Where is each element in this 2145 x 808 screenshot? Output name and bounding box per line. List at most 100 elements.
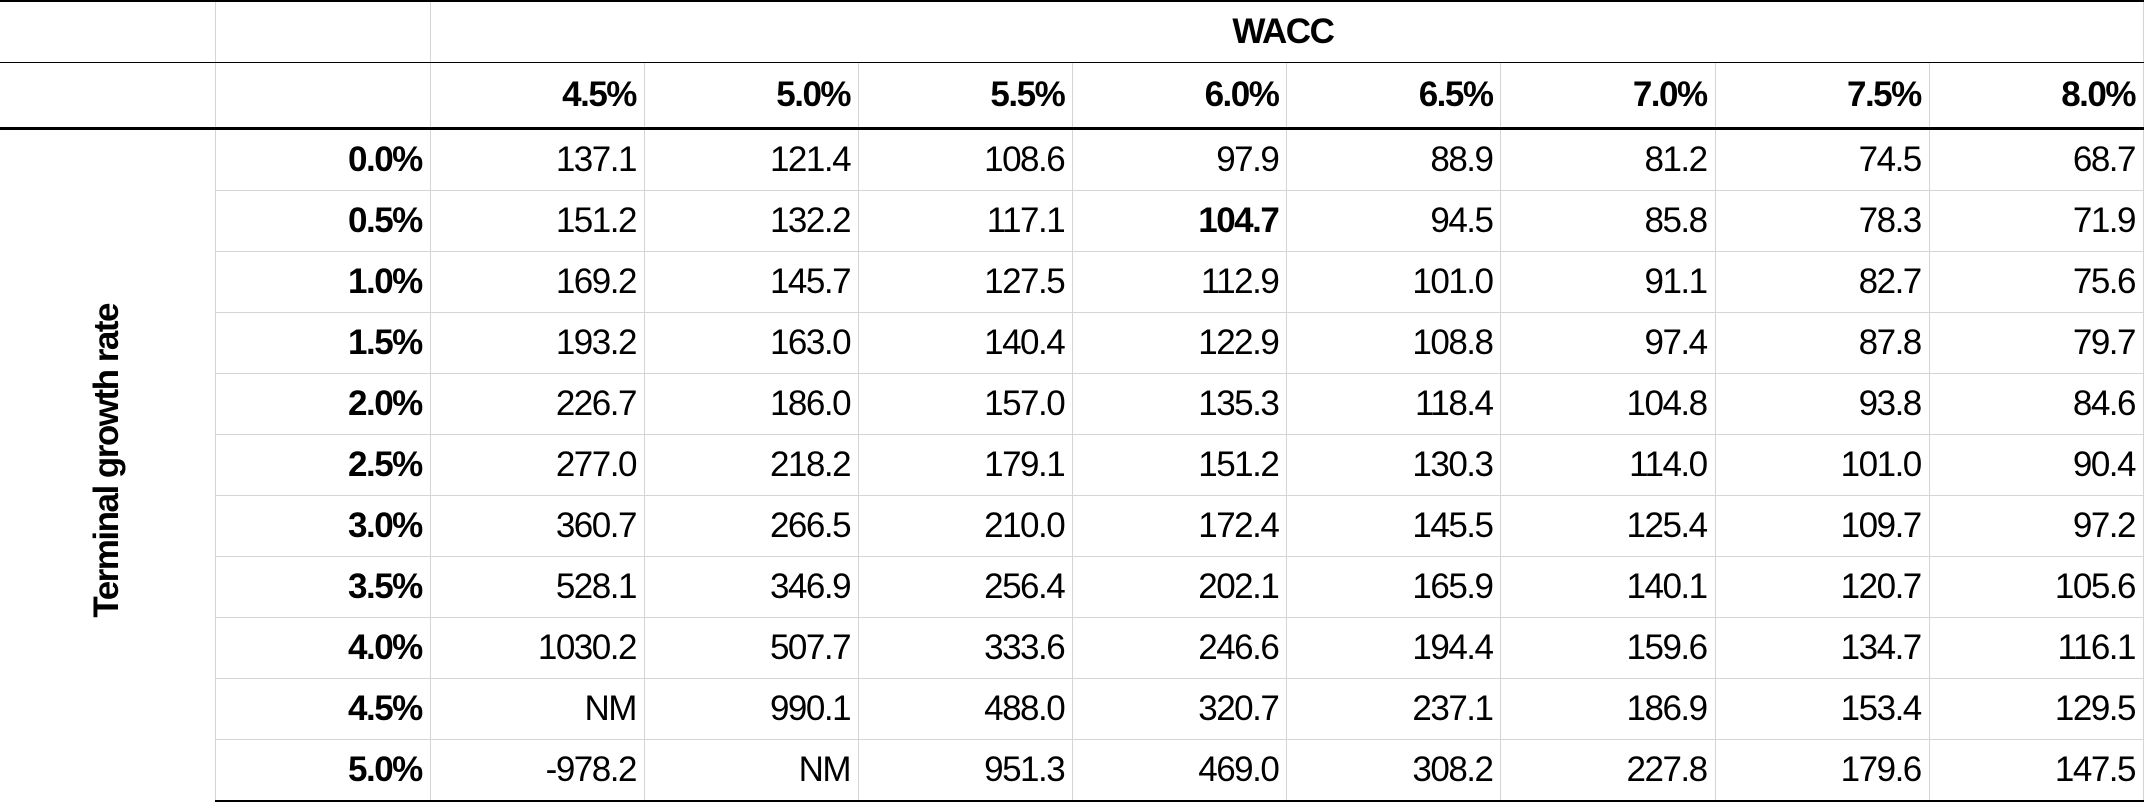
value-cell: 90.4	[1928, 434, 2145, 496]
row-label: 5.0%	[214, 739, 431, 802]
value-cell: 157.0	[858, 373, 1074, 435]
data-row: 2.0% 226.7 186.0 157.0 135.3 118.4 104.8 93.8 84…	[0, 373, 2145, 435]
value-cell: 193.2	[429, 312, 645, 374]
column-header: 5.5%	[858, 62, 1074, 130]
data-row: 2.5% 277.0 218.2 179.1 151.2 130.3 114.0 101.0 9…	[0, 434, 2145, 496]
value-cell: 108.8	[1286, 312, 1502, 374]
value-cell: 159.6	[1500, 617, 1716, 679]
row-label: 1.0%	[214, 251, 431, 313]
value-cell: 97.2	[1928, 495, 2145, 557]
value-cell: 88.9	[1286, 128, 1502, 191]
value-cell: NM	[643, 739, 860, 802]
value-cell: 145.5	[1286, 495, 1502, 557]
data-row: 5.0% -978.2 NM 951.3 469.0 308.2 227.8 179.6 147…	[0, 739, 2145, 802]
value-cell: 140.1	[1500, 556, 1716, 618]
data-row: 0.5% 151.2 132.2 117.1 104.7 94.5 85.8 78.3 71.9	[0, 190, 2145, 252]
value-cell: 246.6	[1072, 617, 1288, 679]
value-cell: 145.7	[643, 251, 860, 313]
value-cell: 308.2	[1286, 739, 1502, 802]
row-label: 3.0%	[214, 495, 431, 557]
value-cell: 147.5	[1928, 739, 2145, 802]
value-cell: 360.7	[429, 495, 645, 557]
value-cell: 151.2	[429, 190, 645, 252]
row-label: 3.5%	[214, 556, 431, 618]
column-header-row: 4.5% 5.0% 5.5% 6.0% 6.5% 7.0% 7.5% 8.0%	[0, 62, 2145, 130]
value-cell: 135.3	[1072, 373, 1288, 435]
value-cell: 277.0	[429, 434, 645, 496]
data-row: 1.0% 169.2 145.7 127.5 112.9 101.0 91.1 82.7 75.…	[0, 251, 2145, 313]
value-cell: 320.7	[1072, 678, 1288, 740]
value-cell: 266.5	[643, 495, 860, 557]
value-cell: 202.1	[1072, 556, 1288, 618]
value-cell: 121.4	[643, 128, 860, 191]
value-cell: 151.2	[1072, 434, 1288, 496]
value-cell: 112.9	[1072, 251, 1288, 313]
value-cell: 186.0	[643, 373, 860, 435]
value-cell: 488.0	[858, 678, 1074, 740]
value-cell: 101.0	[1714, 434, 1930, 496]
data-row: 4.5% NM 990.1 488.0 320.7 237.1 186.9 153.4 129.…	[0, 678, 2145, 740]
value-cell: 129.5	[1928, 678, 2145, 740]
empty-cell	[214, 0, 431, 63]
value-cell: 137.1	[429, 128, 645, 191]
column-header: 4.5%	[429, 62, 645, 130]
empty-cell	[214, 62, 431, 130]
value-cell: 153.4	[1714, 678, 1930, 740]
row-label: 2.5%	[214, 434, 431, 496]
value-cell: 1030.2	[429, 617, 645, 679]
value-cell: 507.7	[643, 617, 860, 679]
column-header: 5.0%	[643, 62, 860, 130]
value-cell: 104.8	[1500, 373, 1716, 435]
value-cell: 94.5	[1286, 190, 1502, 252]
row-label: 0.0%	[214, 128, 431, 191]
value-cell: 179.1	[858, 434, 1074, 496]
empty-cell	[0, 0, 216, 63]
value-cell: 333.6	[858, 617, 1074, 679]
row-axis-label: Terminal growth rate	[87, 304, 127, 618]
value-cell: 122.9	[1072, 312, 1288, 374]
value-cell: 140.4	[858, 312, 1074, 374]
row-label: 4.5%	[214, 678, 431, 740]
value-cell: 951.3	[858, 739, 1074, 802]
value-cell: 125.4	[1500, 495, 1716, 557]
value-cell: 165.9	[1286, 556, 1502, 618]
value-cell: 172.4	[1072, 495, 1288, 557]
value-cell: 109.7	[1714, 495, 1930, 557]
column-header: 7.0%	[1500, 62, 1716, 130]
value-cell: 256.4	[858, 556, 1074, 618]
value-cell: 91.1	[1500, 251, 1716, 313]
value-cell: 528.1	[429, 556, 645, 618]
value-cell: 120.7	[1714, 556, 1930, 618]
value-cell: 108.6	[858, 128, 1074, 191]
value-cell: 218.2	[643, 434, 860, 496]
axis-cell: Terminal growth rate	[0, 128, 216, 801]
row-label: 4.0%	[214, 617, 431, 679]
value-cell: 132.2	[643, 190, 860, 252]
value-cell: 210.0	[858, 495, 1074, 557]
value-cell: 74.5	[1714, 128, 1930, 191]
table-title: WACC	[429, 0, 2145, 63]
value-cell: 237.1	[1286, 678, 1502, 740]
value-cell: 93.8	[1714, 373, 1930, 435]
value-cell: 469.0	[1072, 739, 1288, 802]
value-cell: 179.6	[1714, 739, 1930, 802]
value-cell: 118.4	[1286, 373, 1502, 435]
value-cell: 87.8	[1714, 312, 1930, 374]
value-cell: 130.3	[1286, 434, 1502, 496]
value-cell: 79.7	[1928, 312, 2145, 374]
value-cell: 105.6	[1928, 556, 2145, 618]
value-cell: 81.2	[1500, 128, 1716, 191]
value-cell: 346.9	[643, 556, 860, 618]
value-cell: NM	[429, 678, 645, 740]
value-cell: 163.0	[643, 312, 860, 374]
value-cell: 127.5	[858, 251, 1074, 313]
value-cell: 227.8	[1500, 739, 1716, 802]
value-cell: 82.7	[1714, 251, 1930, 313]
row-label: 0.5%	[214, 190, 431, 252]
data-row: 4.0% 1030.2 507.7 333.6 246.6 194.4 159.6 134.7…	[0, 617, 2145, 679]
value-cell: 117.1	[858, 190, 1074, 252]
value-cell: 104.7	[1072, 190, 1288, 252]
value-cell: 134.7	[1714, 617, 1930, 679]
